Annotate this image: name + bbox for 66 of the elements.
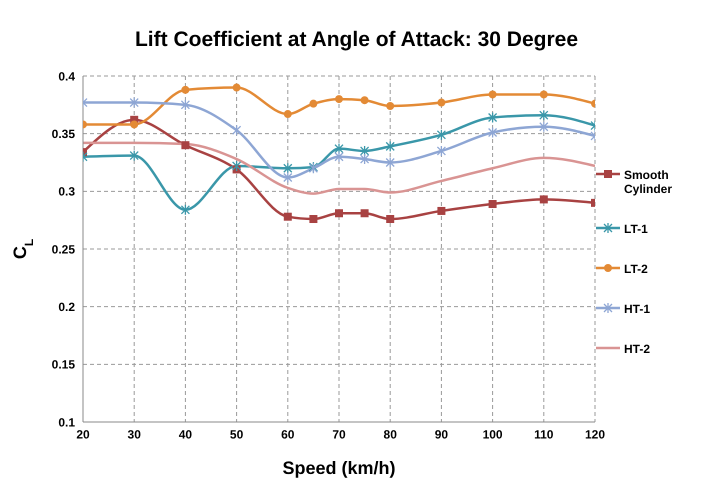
x-tick-label: 80: [384, 428, 398, 442]
legend-label: HT-2: [624, 342, 652, 356]
point: [437, 206, 446, 215]
point: [283, 172, 292, 184]
point: [130, 150, 139, 162]
x-axis-title: Speed (km/h): [282, 458, 396, 478]
point: [539, 121, 548, 132]
x-tick-label: 100: [482, 428, 503, 442]
line-series: [83, 142, 595, 195]
point: [488, 112, 498, 124]
point: [488, 90, 497, 98]
x-tick-label: 60: [281, 428, 295, 442]
point: [284, 110, 292, 118]
y-tick-label: 0.2: [58, 300, 76, 314]
x-tick-label: 30: [128, 428, 142, 442]
point: [360, 145, 370, 157]
point: [232, 160, 242, 172]
legend-label: LT-2: [624, 262, 649, 276]
point: [130, 96, 139, 108]
point: [488, 126, 498, 138]
point: [540, 90, 548, 98]
point: [386, 102, 394, 110]
legend-label: HT-1: [624, 302, 652, 316]
x-tick-label: 70: [332, 428, 346, 442]
point: [437, 98, 446, 107]
point: [335, 95, 343, 104]
point: [436, 129, 446, 140]
point: [309, 100, 318, 108]
point: [232, 84, 241, 92]
point: [334, 143, 344, 154]
point: [539, 110, 548, 121]
legend-label: LT-1: [624, 222, 649, 236]
point: [386, 140, 395, 152]
point: [181, 86, 190, 94]
point: [436, 145, 446, 157]
x-tick-label: 90: [434, 428, 448, 442]
point: [335, 209, 343, 218]
legend-label: Smooth Cylinder: [624, 168, 674, 196]
point: [360, 209, 369, 218]
point: [309, 215, 318, 224]
point: [283, 162, 292, 174]
point: [386, 215, 394, 224]
x-tick-label: 20: [76, 428, 90, 442]
point: [180, 99, 190, 110]
y-tick-label: 0.15: [52, 358, 76, 372]
x-tick-label: 50: [230, 428, 244, 442]
x-tick-label: 120: [584, 428, 606, 442]
point: [232, 124, 242, 136]
y-tick-label: 0.4: [58, 69, 76, 84]
point: [386, 156, 395, 168]
y-tick-label: 0.3: [58, 184, 76, 199]
point: [360, 153, 370, 165]
y-tick-label: 0.25: [52, 242, 76, 256]
point: [334, 151, 344, 162]
point: [180, 204, 190, 216]
x-tick-label: 40: [178, 428, 192, 442]
x-tick-label: 110: [534, 428, 554, 442]
point: [540, 195, 548, 204]
point: [488, 200, 497, 208]
point: [181, 141, 190, 150]
point: [360, 96, 369, 104]
point: [284, 212, 292, 221]
y-tick-label: 0.35: [52, 126, 76, 141]
y-tick-label: 0.1: [58, 415, 76, 430]
point: [130, 120, 138, 128]
chart-title: Lift Coefficient at Angle of Attack: 30 Degree: [134, 27, 579, 53]
